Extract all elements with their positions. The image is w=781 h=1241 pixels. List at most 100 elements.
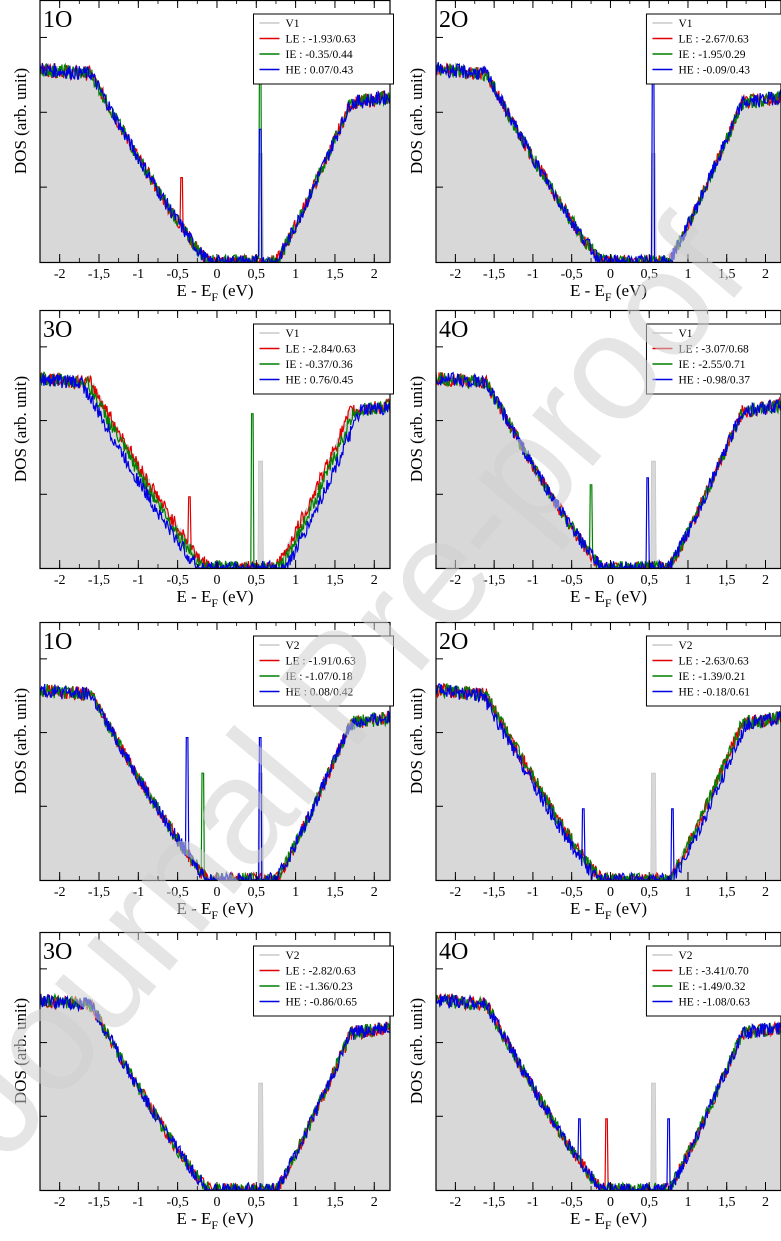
x-tick-label: -0,5 — [561, 267, 583, 282]
panel-label: 1O — [43, 629, 72, 655]
x-tick-label: -0,5 — [167, 885, 189, 900]
series-he-line — [40, 62, 390, 262]
x-tick-label: 0 — [607, 1195, 614, 1210]
y-axis-label: DOS (arb. unit) — [407, 68, 426, 174]
series-v-area — [40, 65, 390, 262]
legend-entry: HE : -0.09/0.43 — [678, 65, 750, 77]
x-tick-label: -1,5 — [483, 1195, 505, 1210]
legend-box — [253, 635, 394, 707]
panel-label: 4O — [439, 317, 468, 343]
x-label-unit: (eV) — [218, 587, 253, 606]
series-ie-line — [436, 372, 781, 568]
panel-label: 2O — [439, 629, 468, 655]
series-he-line — [436, 371, 781, 568]
legend-entry: LE : -2.82/0.63 — [286, 966, 357, 978]
x-tick-label: -1,5 — [88, 1195, 110, 1210]
x-tick-label: -1,5 — [88, 885, 110, 900]
series-v-area — [40, 995, 390, 1190]
plot-frame — [39, 621, 391, 882]
legend-entry: IE : -1.95/0.29 — [678, 49, 745, 61]
series-he-line — [40, 373, 390, 568]
series-v-area — [436, 996, 781, 1190]
plot-frame — [39, 309, 391, 570]
y-axis-label: DOS (arb. unit) — [407, 688, 426, 794]
series-v-area — [40, 686, 390, 880]
x-tick-label: 1,5 — [718, 885, 736, 900]
x-tick-label: 2 — [371, 885, 378, 900]
x-tick-label: 0 — [213, 267, 220, 282]
legend-entry: V2 — [678, 640, 692, 652]
series-v-area — [436, 686, 781, 880]
x-tick-label: 0,5 — [248, 1195, 266, 1210]
plot-frame — [39, 0, 391, 264]
legend-box — [645, 635, 781, 707]
y-axis-label: DOS (arb. unit) — [11, 376, 30, 482]
x-tick-label: -1,5 — [88, 267, 110, 282]
x-tick-label: 0 — [213, 573, 220, 588]
x-tick-label: 0,5 — [248, 267, 266, 282]
x-label-main: E - E — [176, 281, 211, 300]
x-tick-label: 0 — [213, 1195, 220, 1210]
series-v-area — [436, 374, 781, 568]
x-axis-label: E - EF (eV) — [176, 1209, 253, 1232]
x-tick-label: 1,5 — [326, 573, 344, 588]
x-tick-label: -2 — [450, 885, 462, 900]
x-tick-label: -1,5 — [88, 573, 110, 588]
y-axis-label: DOS (arb. unit) — [11, 68, 30, 174]
x-tick-label: -2 — [450, 573, 462, 588]
x-tick-label: 1 — [684, 267, 691, 282]
x-tick-label: -1 — [132, 267, 144, 282]
x-tick-label: 1,5 — [326, 267, 344, 282]
series-v-area — [40, 374, 390, 568]
panel-7: -2 -1,5 -1 -0,5 0 0,5 1 1,5 2 E - EF (eV) DOS (arb… — [11, 931, 394, 1232]
panel-label: 3O — [43, 939, 72, 965]
x-tick-label: 1,5 — [718, 573, 736, 588]
x-tick-label: 0 — [607, 573, 614, 588]
x-tick-label: 0,5 — [248, 885, 266, 900]
x-tick-label: -0,5 — [167, 267, 189, 282]
x-tick-label: -0,5 — [167, 573, 189, 588]
x-tick-label: -1 — [527, 267, 539, 282]
legend-entry: HE : -0.86/0.65 — [286, 997, 358, 1009]
plot-frame — [435, 621, 781, 882]
x-label-sub: F — [211, 290, 218, 304]
x-label-main: E - E — [570, 587, 605, 606]
legend-box — [253, 945, 394, 1017]
x-tick-label: 0 — [607, 267, 614, 282]
x-tick-label: 2 — [762, 573, 769, 588]
plot-frame — [435, 0, 781, 264]
panel-label: 2O — [439, 7, 468, 33]
x-tick-label: -1 — [132, 1195, 144, 1210]
x-label-main: E - E — [176, 899, 211, 918]
series-v-area — [436, 64, 781, 262]
plot-area — [436, 682, 781, 880]
x-tick-label: -1 — [527, 1195, 539, 1210]
legend-entry: IE : -2.55/0.71 — [678, 359, 745, 371]
panel-1: -2 -1,5 -1 -0,5 0 0,5 1 1,5 2 E - EF (eV) DOS (arb… — [11, 0, 394, 304]
x-tick-label: -1,5 — [483, 885, 505, 900]
plot-frame — [435, 931, 781, 1192]
x-tick-label: 1 — [292, 885, 299, 900]
legend-box — [645, 945, 781, 1017]
legend-entry: V1 — [678, 18, 692, 30]
x-label-unit: (eV) — [218, 899, 253, 918]
plot-area — [436, 992, 781, 1190]
x-tick-label: 2 — [762, 267, 769, 282]
x-tick-label: -0,5 — [561, 1195, 583, 1210]
plot-area — [40, 62, 390, 262]
legend-entry: HE : -0.98/0.37 — [678, 375, 750, 387]
panel-2: -2 -1,5 -1 -0,5 0 0,5 1 1,5 2 E - EF (eV) DOS (arb… — [407, 0, 781, 304]
legend-entry: IE : -1.39/0.21 — [678, 671, 745, 683]
x-axis-label: E - EF (eV) — [176, 899, 253, 922]
y-axis-label: DOS (arb. unit) — [407, 998, 426, 1104]
x-label-unit: (eV) — [612, 1209, 647, 1228]
panel-5: -2 -1,5 -1 -0,5 0 0,5 1 1,5 2 E - EF (eV) DOS (arb… — [11, 621, 394, 922]
legend-entry: IE : -1.36/0.23 — [286, 981, 353, 993]
series-he-line — [436, 992, 781, 1190]
legend-entry: LE : -2.84/0.63 — [286, 344, 357, 356]
x-tick-label: -1,5 — [483, 267, 505, 282]
series-ie-line — [40, 371, 390, 568]
x-label-main: E - E — [176, 587, 211, 606]
legend-box — [253, 13, 394, 85]
x-label-main: E - E — [176, 1209, 211, 1228]
